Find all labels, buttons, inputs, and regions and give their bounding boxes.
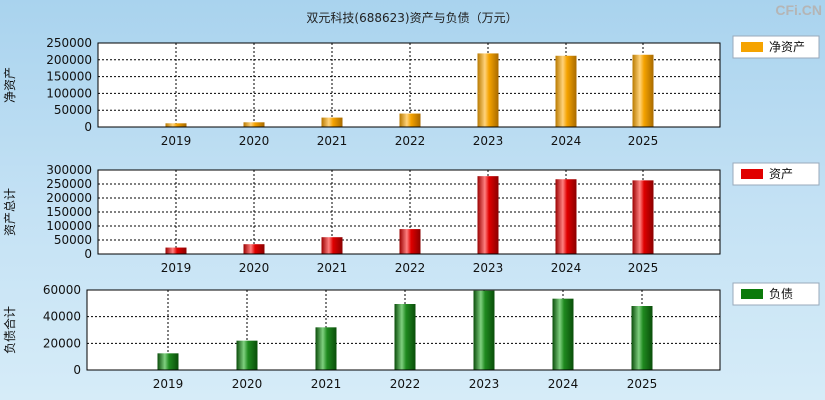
bar-2020 xyxy=(243,122,265,127)
y-tick-label: 0 xyxy=(73,363,81,377)
x-tick-label: 2023 xyxy=(473,261,504,275)
y-tick-label: 60000 xyxy=(43,283,81,297)
y-tick-label: 300000 xyxy=(46,163,92,177)
legend-box xyxy=(732,162,820,186)
y-tick-label: 0 xyxy=(84,120,92,134)
x-tick-label: 2024 xyxy=(548,377,579,391)
x-tick-label: 2019 xyxy=(161,261,192,275)
y-tick-label: 50000 xyxy=(54,103,92,117)
x-tick-label: 2022 xyxy=(395,134,426,148)
legend: 资产 xyxy=(732,162,820,186)
plot-area xyxy=(98,43,720,127)
y-tick-label: 20000 xyxy=(43,336,81,350)
bar-2025 xyxy=(632,54,654,128)
y-tick-label: 150000 xyxy=(46,70,92,84)
bar-2023 xyxy=(477,176,499,254)
brand-watermark: CFi.CN xyxy=(775,2,822,18)
bar-2021 xyxy=(321,237,343,254)
x-tick-label: 2025 xyxy=(628,134,659,148)
plot-border xyxy=(97,169,721,255)
legend-swatch xyxy=(741,289,763,299)
bar-2025 xyxy=(632,180,654,254)
x-tick-label: 2019 xyxy=(161,134,192,148)
x-tick-label: 2021 xyxy=(317,261,348,275)
x-tick-label: 2020 xyxy=(239,134,270,148)
x-tick-label: 2025 xyxy=(627,377,658,391)
bar-2024 xyxy=(552,298,574,370)
x-tick-label: 2025 xyxy=(628,261,659,275)
legend-swatch xyxy=(741,42,763,52)
x-tick-label: 2024 xyxy=(551,134,582,148)
legend-label: 净资产 xyxy=(769,40,805,54)
x-tick-label: 2021 xyxy=(317,134,348,148)
bar-2025 xyxy=(631,306,653,370)
y-tick-label: 250000 xyxy=(46,177,92,191)
legend-swatch xyxy=(741,169,763,179)
y-tick-label: 200000 xyxy=(46,191,92,205)
y-tick-label: 50000 xyxy=(54,233,92,247)
y-axis-label: 负债合计 xyxy=(2,306,17,354)
x-tick-label: 2019 xyxy=(153,377,184,391)
bar-2019 xyxy=(165,123,187,127)
legend: 净资产 xyxy=(732,35,820,59)
chart-panel-1: 0 50000 100000 150000 200000 250000 2019 2020 20… xyxy=(3,35,820,148)
legend-label: 资产 xyxy=(769,167,793,181)
y-tick-label: 200000 xyxy=(46,53,92,67)
y-tick-label: 0 xyxy=(84,247,92,261)
legend-box xyxy=(732,282,820,306)
y-tick-label: 100000 xyxy=(46,219,92,233)
bar-2023 xyxy=(473,290,495,370)
x-tick-label: 2021 xyxy=(311,377,342,391)
plot-border xyxy=(86,289,721,371)
bar-2019 xyxy=(165,247,187,254)
x-tick-label: 2023 xyxy=(469,377,500,391)
bar-2022 xyxy=(394,304,416,370)
bar-2022 xyxy=(399,113,421,127)
bar-2023 xyxy=(477,53,499,127)
x-tick-label: 2022 xyxy=(390,377,421,391)
y-axis-label: 资产总计 xyxy=(3,188,17,236)
y-tick-label: 150000 xyxy=(46,205,92,219)
bar-2021 xyxy=(321,117,343,127)
y-tick-label: 100000 xyxy=(46,86,92,100)
x-tick-label: 2020 xyxy=(232,377,263,391)
x-tick-label: 2020 xyxy=(239,261,270,275)
bar-2019 xyxy=(157,353,179,370)
x-tick-label: 2024 xyxy=(551,261,582,275)
bar-2024 xyxy=(555,55,577,127)
legend-box xyxy=(732,35,820,59)
y-tick-label: 40000 xyxy=(43,310,81,324)
chart-title: 双元科技(688623)资产与负债（万元） xyxy=(306,11,517,25)
bar-2024 xyxy=(555,179,577,254)
y-axis-label: 净资产 xyxy=(3,67,17,103)
plot-border xyxy=(97,42,721,128)
bar-2020 xyxy=(243,244,265,254)
x-tick-label: 2023 xyxy=(473,134,504,148)
y-tick-label: 250000 xyxy=(46,36,92,50)
bar-2021 xyxy=(315,327,337,370)
x-tick-label: 2022 xyxy=(395,261,426,275)
bar-2020 xyxy=(236,340,258,370)
bar-2022 xyxy=(399,229,421,254)
legend: 负债 xyxy=(732,282,820,306)
legend-label: 负债 xyxy=(769,287,793,301)
chart-panel-3: 0 20000 40000 60000 2019 2020 2021 2022 2023 2024… xyxy=(2,282,820,391)
